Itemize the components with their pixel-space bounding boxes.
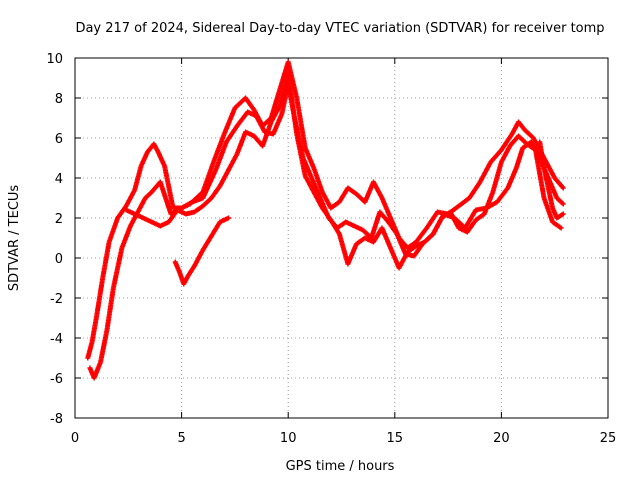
- y-tick-label: 0: [55, 252, 63, 267]
- x-tick-label: 15: [387, 431, 404, 446]
- x-tick-label: 10: [280, 431, 297, 446]
- x-tick-label: 20: [493, 431, 510, 446]
- data-point: [560, 211, 566, 217]
- y-axis-label: SDTVAR / TECUs: [7, 185, 22, 292]
- x-tick-label: 5: [177, 431, 185, 446]
- plot-area-frame: [74, 57, 609, 419]
- y-tick-label: -8: [50, 412, 63, 427]
- data-points: [85, 59, 566, 381]
- y-tick-label: 6: [55, 132, 63, 147]
- series-track-c: [123, 71, 564, 271]
- y-tick-label: 4: [55, 172, 63, 187]
- data-point: [226, 215, 232, 221]
- y-tick-label: -2: [50, 292, 63, 307]
- series-track-b: [87, 81, 566, 381]
- axis-ticks: 0 5 10 15 20 25 -8 -6 -4 -2 0 2 4 6 8 10: [46, 52, 616, 446]
- x-tick-label: 0: [71, 431, 79, 446]
- y-tick-label: -4: [50, 332, 63, 347]
- y-tick-label: 2: [55, 212, 63, 227]
- data-point: [558, 225, 564, 231]
- series-track-d: [172, 215, 232, 287]
- x-axis-label: GPS time / hours: [286, 459, 395, 474]
- y-tick-label: -6: [50, 372, 63, 387]
- y-tick-label: 10: [46, 52, 63, 67]
- series-track-e: [537, 139, 566, 221]
- chart-title: Day 217 of 2024, Sidereal Day-to-day VTE…: [75, 21, 604, 36]
- data-point: [560, 201, 566, 207]
- data-point: [560, 185, 566, 191]
- y-tick-label: 8: [55, 92, 63, 107]
- x-tick-label: 25: [600, 431, 617, 446]
